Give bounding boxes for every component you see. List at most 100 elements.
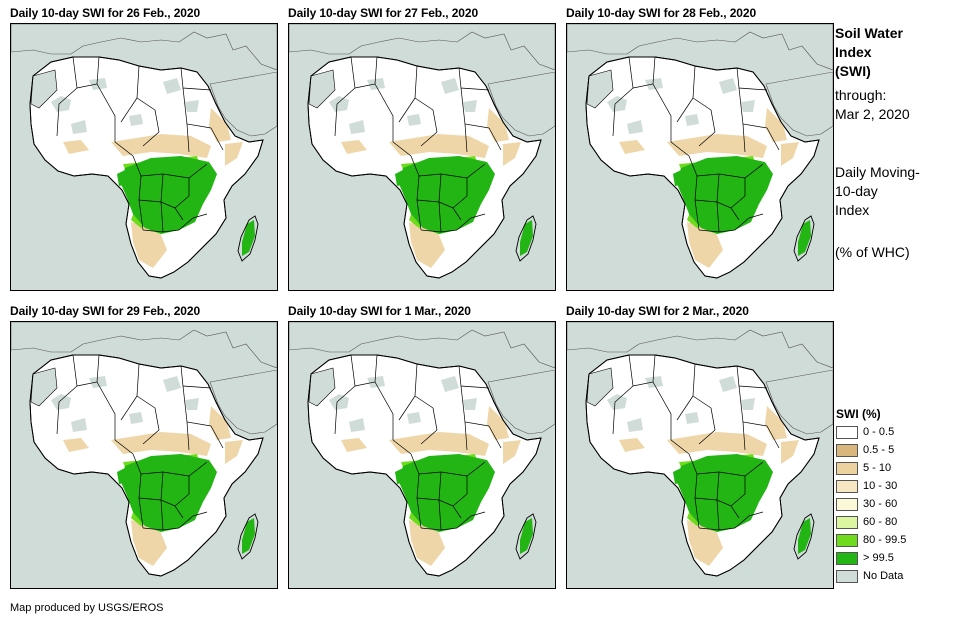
country-border — [416, 199, 422, 231]
country-border — [416, 173, 442, 203]
legend-item: 60 - 80 — [836, 513, 961, 531]
country-border — [138, 471, 164, 501]
dry-soil-region — [503, 440, 521, 464]
africa-map — [288, 321, 556, 589]
panel-title: Daily 10-day SWI for 28 Feb., 2020 — [566, 6, 757, 20]
coastline — [29, 354, 264, 577]
madagascar-outline — [237, 513, 259, 560]
no-data-patch — [627, 418, 643, 432]
no-data-patch — [129, 412, 143, 424]
dry-soil-region — [765, 108, 787, 142]
country-border — [392, 141, 412, 157]
country-border — [730, 505, 740, 519]
country-border — [766, 127, 780, 151]
country-border — [698, 527, 720, 531]
no-data-patch — [329, 394, 349, 410]
country-border — [416, 497, 422, 529]
legend: SWI (%) 0 - 0.5 0.5 - 5 5 - 10 10 - 30 3… — [836, 405, 961, 585]
dry-soil-region — [667, 134, 767, 158]
no-data-patch — [185, 100, 199, 112]
dry-soil-region — [781, 142, 799, 166]
dry-soil-region — [765, 406, 787, 440]
legend-item: > 99.5 — [836, 549, 961, 567]
country-border — [160, 476, 190, 507]
country-border — [142, 109, 160, 147]
africa-map-svg — [289, 24, 555, 290]
dry-soil-region — [503, 142, 521, 166]
no-data-patch — [329, 96, 349, 112]
dry-soil-region — [111, 134, 211, 158]
no-data-patch — [407, 114, 421, 126]
no-data-patch — [71, 418, 87, 432]
no-data-patch — [719, 78, 737, 94]
legend-label: > 99.5 — [863, 551, 894, 564]
country-border — [698, 407, 716, 445]
western-sahara-region — [586, 69, 614, 109]
no-data-patch — [741, 398, 755, 410]
country-border — [698, 109, 716, 147]
country-border — [456, 213, 486, 231]
country-border — [742, 421, 746, 451]
country-border — [138, 497, 144, 529]
dry-soil-region — [225, 440, 243, 464]
africa-map — [566, 321, 834, 589]
no-data-patch — [163, 78, 181, 94]
country-border — [374, 83, 394, 142]
country-border — [160, 178, 190, 209]
country-border — [420, 527, 442, 531]
wet-soil-region — [117, 170, 129, 186]
wet-soil-region — [242, 220, 255, 256]
coastline — [585, 56, 820, 279]
dry-soil-region — [409, 520, 445, 566]
country-border — [398, 97, 416, 123]
country-border — [416, 471, 442, 501]
legend-label: 0.5 - 5 — [863, 443, 895, 456]
no-data-patch — [607, 96, 627, 112]
legend-item: 10 - 30 — [836, 477, 961, 495]
through-date: through: Mar 2, 2020 — [835, 87, 910, 122]
country-border — [420, 109, 438, 147]
legend-swatch — [836, 569, 858, 583]
wet-soil-region — [673, 170, 685, 186]
legend-item: 0 - 0.5 — [836, 423, 961, 441]
dry-soil-region — [487, 406, 509, 440]
legend-label: 5 - 10 — [863, 461, 892, 474]
no-data-patch — [645, 376, 663, 388]
country-border — [670, 141, 690, 157]
dry-soil-region — [209, 406, 231, 440]
country-border — [334, 87, 356, 137]
wet-soil-region — [117, 468, 129, 484]
panel-title: Daily 10-day SWI for 27 Feb., 2020 — [288, 6, 479, 20]
dry-soil-region — [687, 222, 723, 268]
legend-item: 80 - 99.5 — [836, 531, 961, 549]
africa-map-svg — [11, 24, 277, 290]
country-border — [210, 425, 224, 449]
country-border — [612, 87, 634, 137]
legend-item: No Data — [836, 567, 961, 585]
dry-soil-region — [131, 222, 167, 268]
dry-soil-region — [341, 438, 367, 452]
country-border — [456, 511, 486, 529]
wet-soil-region — [242, 518, 255, 554]
wet-soil-region — [520, 220, 533, 256]
legend-label: 30 - 60 — [863, 497, 898, 510]
country-border — [334, 385, 356, 435]
wet-soil-region — [395, 170, 407, 186]
no-data-patch — [685, 114, 699, 126]
country-border — [56, 87, 78, 137]
country-border — [114, 439, 134, 455]
dry-soil-region — [63, 438, 89, 452]
panel-title: Daily 10-day SWI for 29 Feb., 2020 — [10, 304, 201, 318]
index-description: Daily Moving- 10-day Index — [835, 164, 920, 218]
africa-map-svg — [567, 322, 833, 588]
country-border — [114, 141, 134, 157]
wet-soil-region — [520, 518, 533, 554]
europe-landmass — [289, 24, 555, 71]
no-data-patch — [407, 412, 421, 424]
legend-swatch — [836, 515, 858, 529]
country-border — [420, 229, 442, 233]
country-border — [392, 439, 412, 455]
country-border — [138, 199, 144, 231]
madagascar-outline — [793, 513, 815, 560]
no-data-patch — [349, 418, 365, 432]
